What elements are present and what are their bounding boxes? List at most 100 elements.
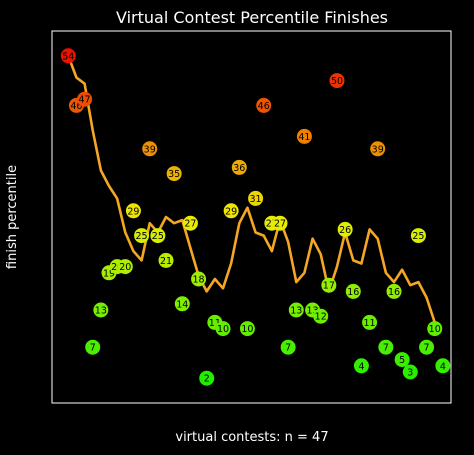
data-point-marker xyxy=(239,321,255,337)
data-point-marker xyxy=(199,370,215,386)
data-point: 11 xyxy=(362,314,378,330)
data-point: 26 xyxy=(337,221,353,237)
data-point-marker xyxy=(134,228,150,244)
data-point-marker xyxy=(280,339,296,355)
data-point-marker xyxy=(158,252,174,268)
data-point: 36 xyxy=(231,159,247,175)
data-point-label: 5 xyxy=(399,355,405,366)
data-point-label: 16 xyxy=(388,287,400,298)
data-point-marker xyxy=(386,283,402,299)
chart-title: Virtual Contest Percentile Finishes xyxy=(116,8,388,27)
data-point: 21 xyxy=(158,252,174,268)
data-point-marker xyxy=(337,221,353,237)
data-point-label: 46 xyxy=(70,101,82,112)
data-point-marker xyxy=(394,352,410,368)
data-point: 25 xyxy=(410,228,426,244)
data-point-marker xyxy=(345,283,361,299)
data-point-label: 26 xyxy=(339,225,351,236)
data-point-label: 3 xyxy=(407,368,413,379)
data-point-marker xyxy=(60,48,76,64)
data-point: 4 xyxy=(353,358,369,374)
data-point: 54 xyxy=(60,48,76,64)
data-point: 25 xyxy=(150,228,166,244)
data-point-label: 35 xyxy=(168,169,180,180)
data-point-label: 13 xyxy=(290,306,302,317)
data-point-label: 39 xyxy=(144,144,156,155)
data-point-marker xyxy=(174,296,190,312)
data-point: 39 xyxy=(370,141,386,157)
data-point: 29 xyxy=(223,203,239,219)
data-point: 7 xyxy=(280,339,296,355)
data-point-marker xyxy=(256,97,272,113)
data-point-marker xyxy=(288,302,304,318)
data-point-label: 47 xyxy=(79,95,91,106)
data-point-marker xyxy=(427,321,443,337)
data-point-label: 31 xyxy=(250,194,262,205)
data-point-label: 25 xyxy=(136,231,148,242)
data-point-label: 41 xyxy=(298,132,310,143)
data-point: 7 xyxy=(85,339,101,355)
data-point: 20 xyxy=(117,259,133,275)
data-point-label: 21 xyxy=(160,256,172,267)
data-point-label: 10 xyxy=(217,324,229,335)
data-point-label: 50 xyxy=(331,76,343,87)
data-point-marker xyxy=(378,339,394,355)
data-point-label: 20 xyxy=(119,262,131,273)
data-point: 7 xyxy=(378,339,394,355)
data-point: 4 xyxy=(435,358,451,374)
data-point-label: 11 xyxy=(364,318,376,329)
data-point-marker xyxy=(93,302,109,318)
data-point: 2 xyxy=(199,370,215,386)
data-point-marker xyxy=(296,128,312,144)
data-point: 18 xyxy=(191,271,207,287)
data-point-label: 2 xyxy=(204,374,210,385)
x-axis-label: virtual contests: n = 47 xyxy=(175,430,328,445)
data-point-label: 39 xyxy=(372,144,384,155)
data-point-label: 27 xyxy=(274,219,286,230)
data-point-marker xyxy=(370,141,386,157)
data-point-marker xyxy=(125,203,141,219)
data-point-label: 13 xyxy=(307,306,319,317)
data-point: 27 xyxy=(272,215,288,231)
data-point-marker xyxy=(77,91,93,107)
data-point-label: 16 xyxy=(347,287,359,298)
data-point: 10 xyxy=(427,321,443,337)
data-point: 3 xyxy=(402,364,418,380)
data-point-label: 19 xyxy=(103,268,115,279)
data-point-marker xyxy=(419,339,435,355)
data-point: 10 xyxy=(215,321,231,337)
data-point-label: 4 xyxy=(440,361,446,372)
data-point-label: 29 xyxy=(127,206,139,217)
data-point-label: 12 xyxy=(315,312,327,323)
data-point: 47 xyxy=(77,91,93,107)
plot-frame xyxy=(51,30,452,404)
data-point-marker xyxy=(321,277,337,293)
data-point-label: 13 xyxy=(95,306,107,317)
data-point-label: 17 xyxy=(323,281,335,292)
data-point-marker xyxy=(223,203,239,219)
data-point-label: 7 xyxy=(90,343,96,354)
trend-line xyxy=(67,55,436,323)
data-point-marker xyxy=(150,228,166,244)
data-point-marker xyxy=(231,159,247,175)
data-point-label: 10 xyxy=(429,324,441,335)
data-point: 27 xyxy=(182,215,198,231)
data-point-label: 36 xyxy=(233,163,245,174)
data-point-label: 29 xyxy=(225,206,237,217)
data-point-marker xyxy=(215,321,231,337)
data-point-marker xyxy=(410,228,426,244)
data-point: 10 xyxy=(239,321,255,337)
data-point-label: 11 xyxy=(209,318,221,329)
data-point-label: 7 xyxy=(285,343,291,354)
data-point: 39 xyxy=(142,141,158,157)
data-point-marker xyxy=(329,73,345,89)
data-point-marker xyxy=(272,215,288,231)
data-point-marker xyxy=(166,166,182,182)
data-point-marker xyxy=(182,215,198,231)
data-point-label: 54 xyxy=(62,51,74,62)
data-point: 14 xyxy=(174,296,190,312)
data-point-label: 18 xyxy=(193,275,205,286)
data-point: 16 xyxy=(345,283,361,299)
data-point: 12 xyxy=(313,308,329,324)
